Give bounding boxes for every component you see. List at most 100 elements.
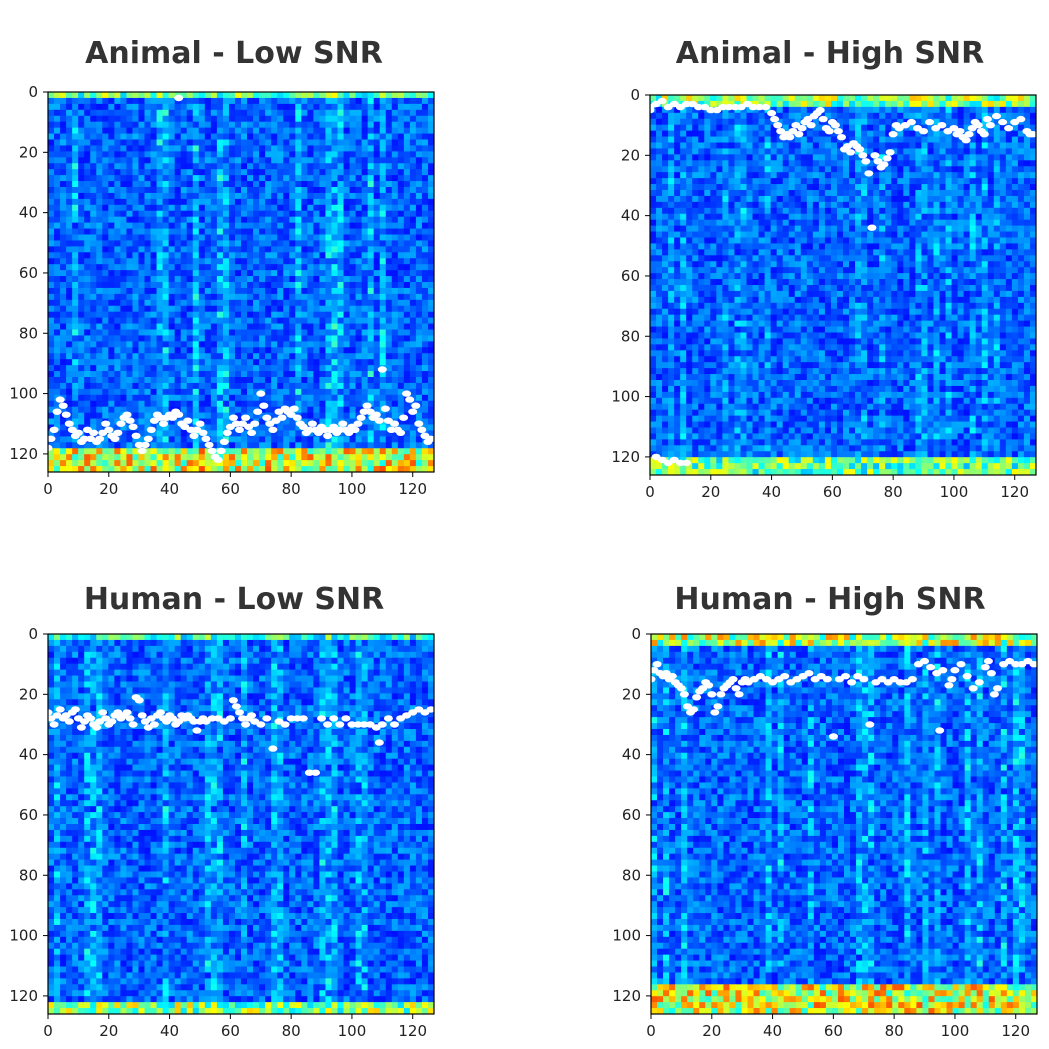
overlay-point	[938, 667, 948, 674]
overlay-point	[341, 715, 351, 722]
panel-title: Animal - Low SNR	[85, 36, 383, 71]
overlay-point	[131, 432, 141, 439]
x-tick-label: 0	[646, 1022, 656, 1040]
y-tick-label: 80	[19, 866, 38, 884]
x-tick-label: 40	[763, 1022, 782, 1040]
overlay-point	[183, 417, 193, 424]
overlay-point	[380, 405, 390, 412]
overlay-point	[804, 670, 814, 677]
overlay-point	[95, 435, 105, 442]
overlay-point	[983, 657, 993, 665]
overlay-point	[149, 721, 159, 728]
panel-title: Human - High SNR	[674, 582, 985, 617]
overlay-point	[926, 664, 936, 671]
overlay-point	[207, 447, 217, 455]
overlay-point	[241, 414, 251, 421]
overlay-point	[262, 715, 272, 722]
overlay-point	[116, 420, 126, 427]
overlay-point	[113, 429, 123, 436]
overlay-point	[859, 676, 869, 683]
overlay-point	[657, 97, 667, 105]
overlay-point	[262, 414, 272, 421]
x-tick-label: 80	[884, 483, 903, 501]
overlay-point	[907, 676, 917, 683]
y-tick-label: 0	[28, 625, 38, 643]
overlay-point	[377, 721, 387, 728]
overlay-point	[925, 118, 935, 126]
x-tick-label: 20	[702, 1022, 721, 1040]
y-tick-label: 40	[621, 207, 640, 225]
overlay-point	[122, 411, 132, 418]
overlay-point	[986, 670, 996, 677]
overlay-point	[101, 420, 111, 427]
x-tick-label: 40	[160, 480, 179, 498]
overlay-point	[979, 131, 989, 138]
overlay-point	[89, 429, 99, 436]
x-tick-label: 40	[160, 1022, 179, 1040]
overlay-point	[955, 128, 965, 135]
overlay-point	[731, 685, 741, 692]
overlay-point	[667, 673, 677, 680]
overlay-point	[770, 115, 780, 123]
overlay-point	[992, 112, 1001, 120]
heatmap-cells	[48, 634, 435, 1015]
overlay-point	[785, 134, 795, 141]
x-tick-label: 120	[398, 480, 427, 498]
overlay-point	[92, 724, 102, 731]
x-tick-label: 0	[645, 483, 655, 501]
overlay-point	[323, 721, 333, 728]
overlay-point	[797, 125, 807, 132]
y-tick-label: 40	[19, 204, 38, 222]
overlay-point	[241, 721, 251, 728]
x-tick-label: 100	[940, 483, 969, 501]
overlay-point	[830, 122, 840, 129]
y-tick-label: 40	[19, 746, 38, 764]
overlay-point	[338, 420, 348, 427]
x-tick-label: 0	[43, 1022, 53, 1040]
panel-title: Animal - High SNR	[676, 36, 984, 71]
overlay-point	[998, 118, 1008, 126]
axes-frame	[47, 633, 435, 1015]
overlay-point	[865, 721, 875, 728]
overlay-point	[235, 426, 244, 433]
overlay-point	[377, 366, 387, 373]
y-tick-label: 100	[611, 388, 640, 406]
x-tick-label: 80	[282, 1022, 301, 1040]
overlay-point	[1028, 131, 1038, 138]
overlay-point	[137, 447, 147, 455]
x-tick-label: 60	[221, 480, 240, 498]
overlay-point	[213, 456, 223, 464]
overlay-point	[228, 414, 238, 421]
overlay-point	[828, 733, 838, 740]
overlay-point	[371, 411, 381, 418]
overlay-point	[964, 131, 974, 138]
overlay-point	[222, 429, 232, 436]
overlay-point	[256, 390, 266, 397]
overlay-point	[962, 673, 972, 680]
overlay-point	[247, 429, 257, 436]
overlay-point	[906, 118, 916, 126]
overlay-point	[833, 128, 843, 135]
overlay-point	[307, 420, 317, 427]
overlay-point	[317, 715, 326, 722]
y-tick-label: 20	[19, 143, 38, 161]
overlay-point	[289, 405, 299, 412]
x-tick-label: 100	[941, 1022, 970, 1040]
overlay-point	[64, 420, 74, 427]
overlay-point	[956, 661, 966, 668]
overlay-point	[1016, 115, 1026, 123]
overlay-point	[1029, 661, 1039, 668]
overlay-point	[414, 420, 424, 427]
panel-title: Human - Low SNR	[84, 582, 384, 617]
overlay-point	[713, 703, 723, 710]
overlay-point	[146, 426, 156, 433]
y-tick-label: 100	[612, 927, 641, 945]
overlay-point	[140, 441, 150, 449]
overlay-point	[174, 94, 184, 102]
y-tick-label: 120	[611, 448, 640, 466]
overlay-point	[134, 697, 144, 704]
overlay-point	[767, 109, 777, 117]
overlay-point	[390, 420, 399, 427]
x-tick-label: 20	[99, 480, 118, 498]
x-tick-label: 120	[1000, 483, 1029, 501]
